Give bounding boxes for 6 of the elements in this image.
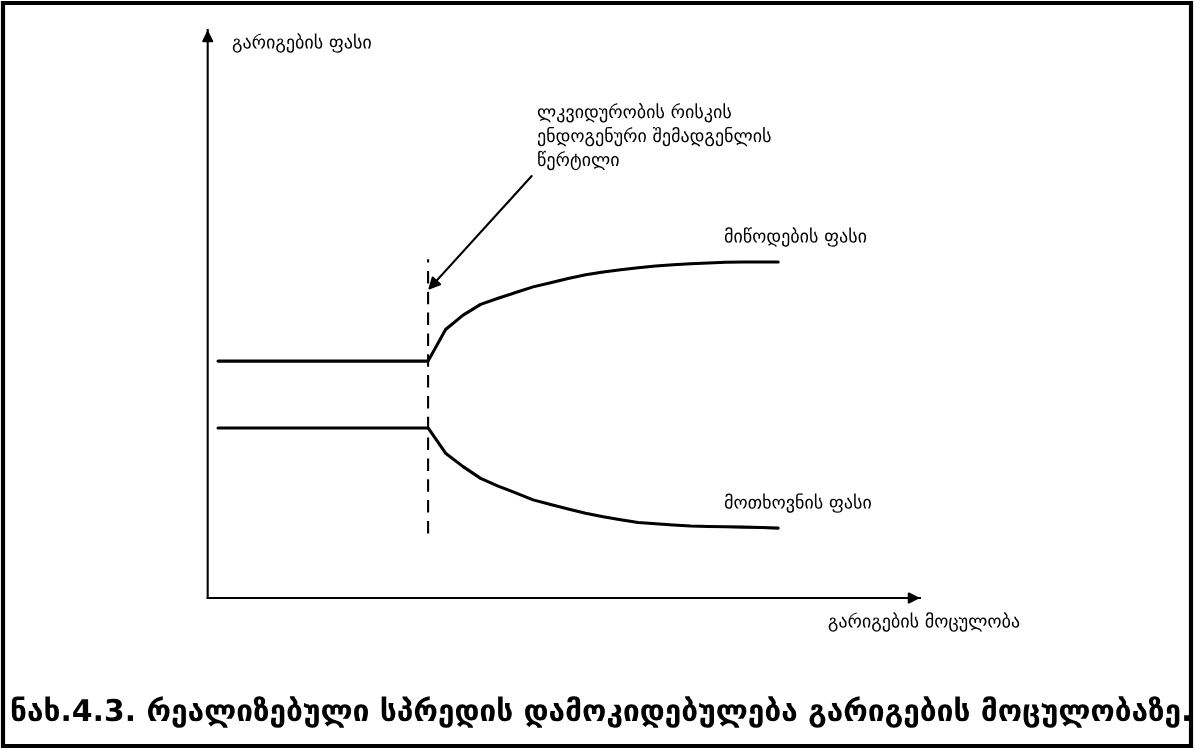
series-label: მოთხოვნის ფასი: [724, 493, 871, 513]
text: გარიგების მოცულობა: [828, 612, 1020, 632]
text: ნახ.4.3. რეალიზებული სპრედის დამოკიდებულება გარიგების მოცულობაზე.: [11, 696, 1190, 728]
text: ლკვიდურობის რისკის ენდოგენური შემადგენლის წერტილი: [537, 103, 771, 171]
text: გარიგების ფასი: [232, 33, 371, 53]
series-label: მიწოდების ფასი: [724, 227, 867, 247]
